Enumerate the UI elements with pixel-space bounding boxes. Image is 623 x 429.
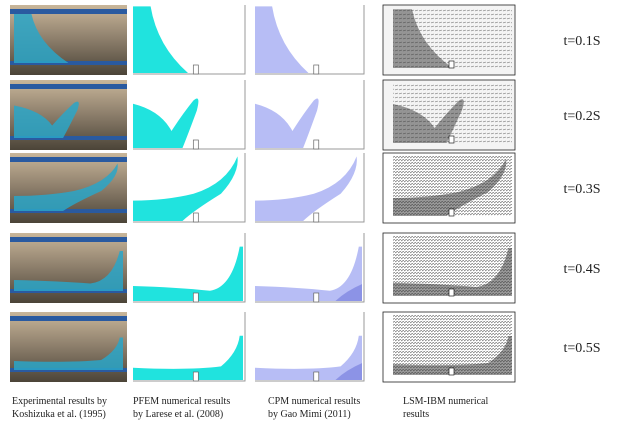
panel: [255, 233, 368, 303]
obstacle: [193, 372, 198, 381]
panel: [133, 233, 249, 303]
panel: [255, 5, 368, 75]
caption-line: by Gao Mimi (2011): [268, 409, 351, 420]
panel: [383, 312, 515, 382]
caption-line: PFEM numerical results: [133, 396, 230, 407]
obstacle: [193, 65, 198, 74]
panel: [10, 5, 127, 75]
obstacle: [314, 213, 319, 222]
panel: [133, 5, 249, 75]
obstacle: [314, 140, 319, 149]
obstacle: [449, 368, 454, 375]
panel: [383, 80, 515, 150]
panel: [10, 312, 127, 382]
frame-bar: [10, 237, 127, 242]
frame-bar: [10, 84, 127, 89]
obstacle: [314, 65, 319, 74]
caption-line: Koshizuka et al. (1995): [12, 409, 106, 420]
obstacle: [193, 213, 198, 222]
time-label: t=0.2S: [563, 109, 600, 124]
panel: [255, 312, 368, 382]
obstacle: [449, 209, 454, 216]
caption-line: LSM-IBM numerical: [403, 396, 488, 407]
panel: [383, 153, 515, 223]
time-label: t=0.3S: [563, 182, 600, 197]
panel: [10, 233, 127, 303]
panels: [10, 5, 515, 382]
panel: [133, 312, 249, 382]
obstacle: [193, 140, 198, 149]
frame-bar: [10, 157, 127, 162]
time-label: t=0.4S: [563, 262, 600, 277]
caption-line: Experimental results by: [12, 396, 107, 407]
frame-bar: [10, 316, 127, 321]
panel: [133, 153, 249, 223]
obstacle: [193, 293, 198, 302]
obstacle: [449, 61, 454, 68]
obstacle: [314, 372, 319, 381]
panel: [10, 80, 127, 150]
time-label: t=0.5S: [563, 341, 600, 356]
frame-bar: [10, 9, 127, 14]
obstacle: [314, 293, 319, 302]
caption-line: results: [403, 409, 429, 420]
obstacle: [449, 289, 454, 296]
panel: [383, 233, 515, 303]
time-label: t=0.1S: [563, 34, 600, 49]
panel: [255, 153, 368, 223]
obstacle: [449, 136, 454, 143]
panel: [133, 80, 249, 150]
caption-line: CPM numerical results: [268, 396, 360, 407]
panel: [383, 5, 515, 75]
panel: [255, 80, 368, 150]
panel: [10, 153, 127, 223]
figure: t=0.1S t=0.2S t=0.3S t=0.4S t=0.5S Experiment…: [0, 0, 623, 429]
caption-line: by Larese et al. (2008): [133, 409, 223, 420]
